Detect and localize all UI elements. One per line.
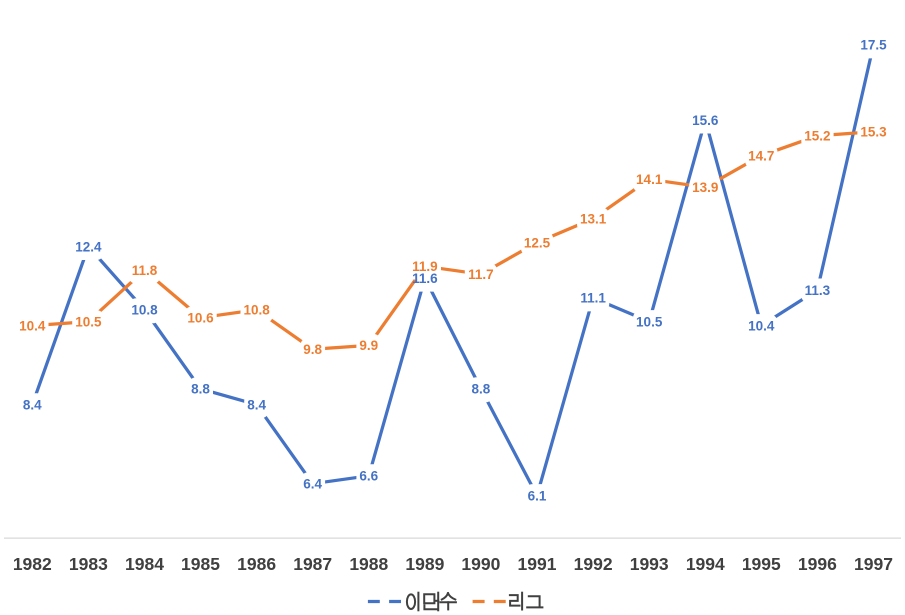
svg-text:6.1: 6.1: [528, 488, 547, 503]
svg-text:15.2: 15.2: [804, 129, 830, 144]
svg-text:1989: 1989: [405, 554, 444, 574]
svg-text:15.6: 15.6: [692, 113, 719, 128]
svg-text:11.8: 11.8: [132, 263, 158, 278]
svg-text:1986: 1986: [237, 554, 276, 574]
svg-text:1982: 1982: [13, 554, 52, 574]
svg-text:9.9: 9.9: [359, 338, 378, 353]
svg-text:12.4: 12.4: [75, 239, 102, 254]
svg-text:1992: 1992: [574, 554, 613, 574]
svg-text:1995: 1995: [742, 554, 781, 574]
svg-text:1987: 1987: [293, 554, 332, 574]
svg-text:1984: 1984: [125, 554, 164, 574]
svg-text:1994: 1994: [686, 554, 725, 574]
svg-text:11.6: 11.6: [412, 271, 438, 286]
svg-text:10.8: 10.8: [131, 303, 158, 318]
svg-text:1988: 1988: [349, 554, 388, 574]
svg-text:8.4: 8.4: [247, 398, 266, 413]
svg-text:12.5: 12.5: [524, 235, 551, 250]
svg-text:14.7: 14.7: [748, 148, 774, 163]
svg-text:8.4: 8.4: [23, 398, 42, 413]
svg-text:10.4: 10.4: [19, 318, 46, 333]
svg-text:13.1: 13.1: [580, 212, 607, 227]
svg-text:1983: 1983: [69, 554, 108, 574]
svg-text:1993: 1993: [630, 554, 669, 574]
svg-text:1997: 1997: [854, 554, 893, 574]
svg-text:8.8: 8.8: [191, 382, 210, 397]
svg-text:10.4: 10.4: [748, 318, 775, 333]
svg-text:11.3: 11.3: [805, 283, 831, 298]
svg-text:6.4: 6.4: [303, 477, 322, 492]
svg-text:11.1: 11.1: [580, 291, 606, 306]
svg-text:1996: 1996: [798, 554, 837, 574]
svg-text:1990: 1990: [461, 554, 500, 574]
svg-text:9.8: 9.8: [303, 342, 322, 357]
svg-text:8.8: 8.8: [472, 382, 491, 397]
svg-text:15.3: 15.3: [860, 125, 887, 140]
svg-text:10.6: 10.6: [187, 311, 214, 326]
svg-text:13.9: 13.9: [692, 180, 718, 195]
svg-text:10.5: 10.5: [636, 314, 663, 329]
svg-text:10.8: 10.8: [243, 303, 270, 318]
svg-text:1991: 1991: [518, 554, 557, 574]
svg-text:6.6: 6.6: [359, 469, 378, 484]
svg-text:1985: 1985: [181, 554, 220, 574]
svg-text:14.1: 14.1: [636, 172, 663, 187]
svg-text:11.7: 11.7: [468, 267, 494, 282]
svg-text:17.5: 17.5: [860, 38, 887, 53]
svg-text:10.5: 10.5: [75, 314, 102, 329]
svg-text:11.9: 11.9: [412, 259, 438, 274]
